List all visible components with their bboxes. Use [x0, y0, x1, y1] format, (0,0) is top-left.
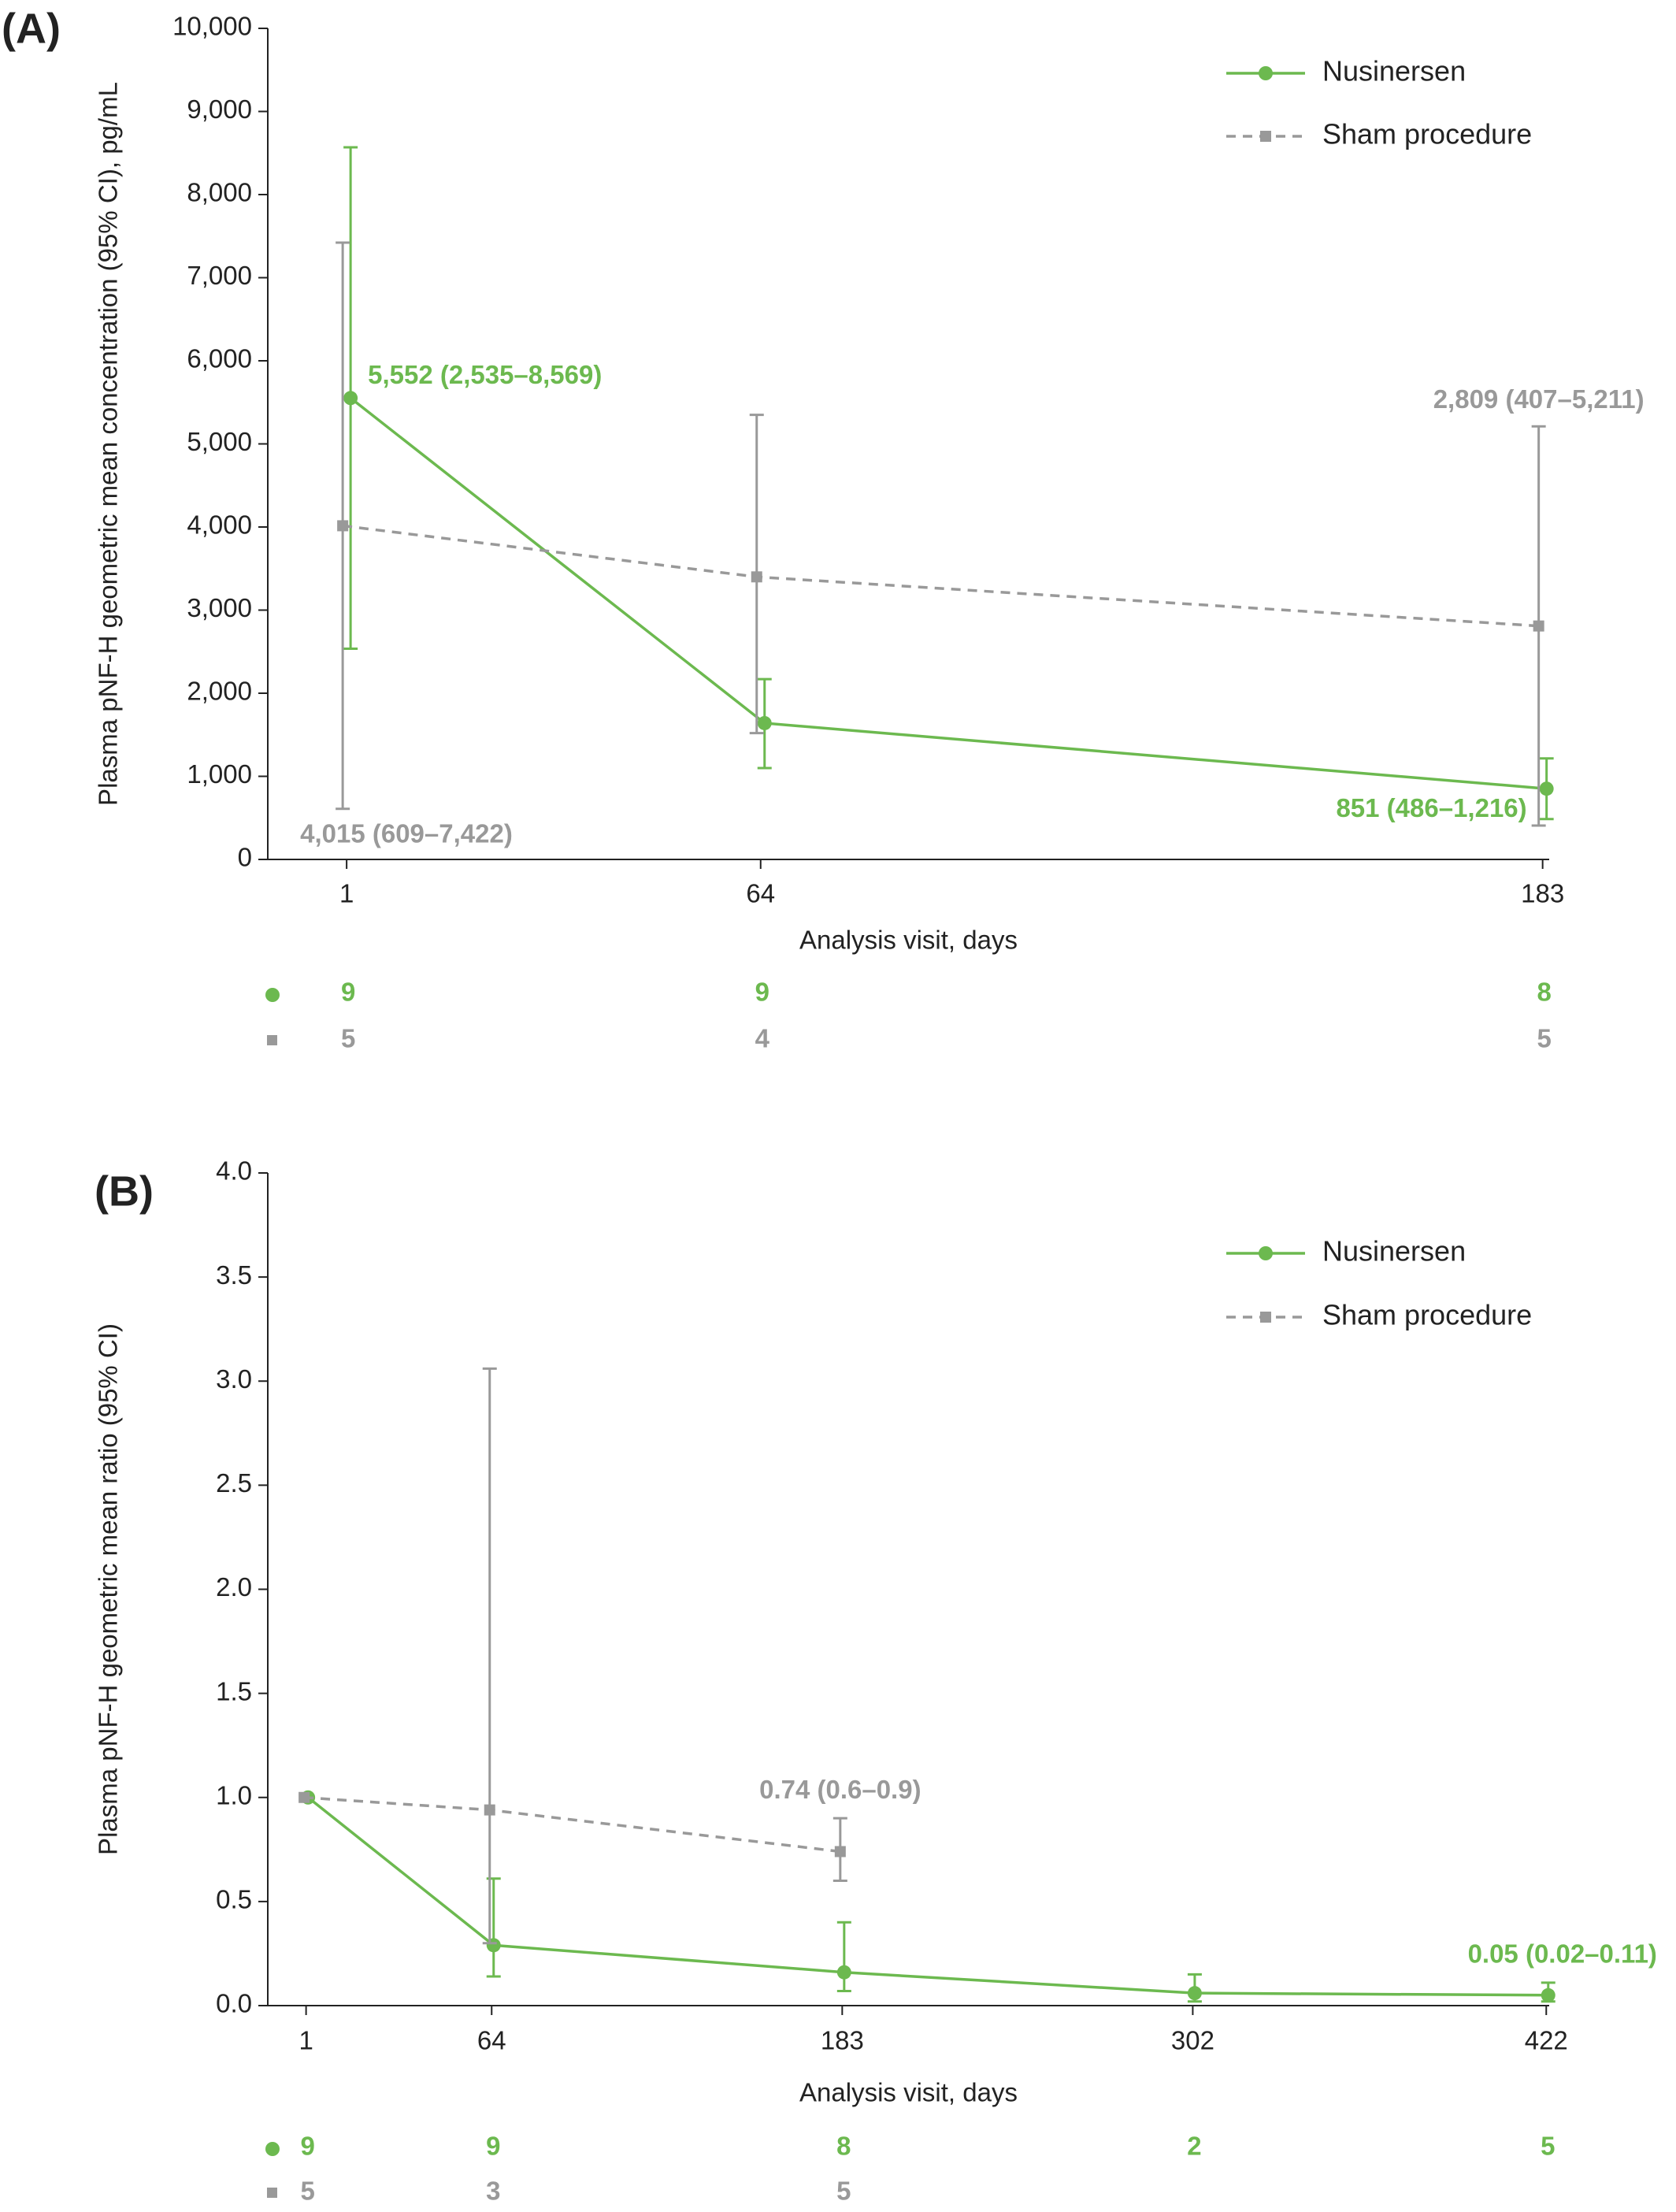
data-point: [484, 1804, 495, 1816]
legend-marker: [1259, 66, 1273, 80]
y-tick-label: 8,000: [187, 178, 252, 207]
n-at-risk: 5: [300, 2177, 314, 2206]
x-tick-label: 183: [821, 2026, 864, 2055]
x-tick-label: 302: [1171, 2026, 1214, 2055]
n-at-risk: 5: [1541, 2132, 1555, 2161]
x-axis-label: Analysis visit, days: [799, 926, 1018, 955]
n-at-risk: 8: [836, 2132, 851, 2161]
legend-label: Sham procedure: [1322, 118, 1532, 150]
n-row-marker: [265, 2142, 280, 2156]
y-axis-label: Plasma pNF-H geometric mean ratio (95% C…: [94, 1323, 123, 1855]
y-tick-label: 6,000: [187, 344, 252, 373]
data-point: [757, 715, 772, 730]
y-tick-label: 10,000: [172, 12, 252, 41]
y-tick-label: 1.5: [216, 1676, 252, 1705]
y-tick-label: 4,000: [187, 510, 252, 540]
n-at-risk: 9: [486, 2132, 500, 2161]
value-label: 2,809 (407–5,211): [1433, 384, 1644, 414]
y-tick-label: 9,000: [187, 95, 252, 124]
x-tick-label: 64: [746, 879, 775, 908]
x-tick-label: 1: [339, 879, 354, 908]
data-point: [337, 520, 349, 532]
y-tick-label: 3,000: [187, 593, 252, 622]
panel-label: (A): [2, 5, 61, 52]
data-point: [834, 1846, 846, 1858]
n-at-risk: 4: [755, 1024, 770, 1053]
data-point: [751, 571, 762, 583]
value-label: 4,015 (609–7,422): [300, 818, 513, 848]
y-tick-label: 3.5: [216, 1260, 252, 1290]
y-tick-label: 0.5: [216, 1885, 252, 1914]
series-line: [350, 396, 1547, 790]
n-at-risk: 5: [836, 2177, 851, 2206]
n-at-risk: 8: [1537, 978, 1551, 1007]
x-tick-label: 64: [477, 2026, 506, 2055]
x-tick-label: 183: [1521, 879, 1564, 908]
data-point: [343, 391, 358, 406]
value-label: 0.05 (0.02–0.11): [1468, 1939, 1657, 1969]
n-at-risk: 2: [1187, 2132, 1201, 2161]
n-at-risk: 9: [300, 2132, 314, 2161]
n-at-risk: 3: [486, 2177, 500, 2206]
chart: (B) 0.0 0.5 1.0 1.5 2.0 2.5 3.0 3.5 4.0 1 64 183 302 4…: [94, 1156, 1657, 2206]
legend-marker: [1260, 131, 1271, 142]
n-at-risk: 9: [755, 978, 769, 1007]
n-at-risk: 5: [341, 1024, 355, 1053]
legend-label: Sham procedure: [1322, 1299, 1532, 1331]
y-axis-label: Plasma pNF-H geometric mean concentratio…: [94, 82, 123, 806]
series-line: [342, 524, 1539, 628]
data-point: [298, 1791, 310, 1803]
legend-marker: [1259, 1246, 1273, 1260]
y-tick-label: 2,000: [187, 677, 252, 706]
y-tick-label: 3.0: [216, 1364, 252, 1394]
n-row-marker: [267, 2188, 277, 2198]
y-tick-label: 0.0: [216, 1989, 252, 2018]
data-point: [1539, 781, 1554, 796]
value-label: 851 (486–1,216): [1336, 793, 1526, 822]
y-tick-label: 2.0: [216, 1572, 252, 1601]
legend-label: Nusinersen: [1322, 1235, 1466, 1267]
x-tick-label: 1: [298, 2026, 313, 2055]
panel-label: (B): [95, 1167, 154, 1215]
data-point: [1187, 1986, 1202, 2001]
series-line: [304, 1796, 841, 1854]
y-tick-label: 4.0: [216, 1156, 252, 1186]
chart: (A) 0 1,000 2,000 3,000 4,000 5,000 6,000 7,000 8…: [2, 5, 1644, 1052]
value-label: 0.74 (0.6–0.9): [759, 1775, 921, 1804]
y-tick-label: 1.0: [216, 1780, 252, 1809]
legend-marker: [1260, 1312, 1271, 1323]
data-point: [1541, 1987, 1555, 2002]
value-label: 5,552 (2,535–8,569): [368, 360, 602, 389]
legend-label: Nusinersen: [1322, 55, 1466, 87]
y-tick-label: 0: [238, 843, 252, 872]
data-point: [1533, 620, 1544, 632]
y-tick-label: 2.5: [216, 1468, 252, 1498]
n-row-marker: [267, 1035, 277, 1045]
y-tick-label: 5,000: [187, 427, 252, 456]
n-row-marker: [265, 988, 280, 1002]
n-at-risk: 9: [341, 978, 355, 1007]
n-at-risk: 5: [1537, 1024, 1551, 1053]
data-point: [836, 1965, 851, 1980]
y-tick-label: 1,000: [187, 759, 252, 789]
x-tick-label: 422: [1525, 2026, 1568, 2055]
x-axis-label: Analysis visit, days: [799, 2078, 1018, 2107]
y-tick-label: 7,000: [187, 261, 252, 290]
